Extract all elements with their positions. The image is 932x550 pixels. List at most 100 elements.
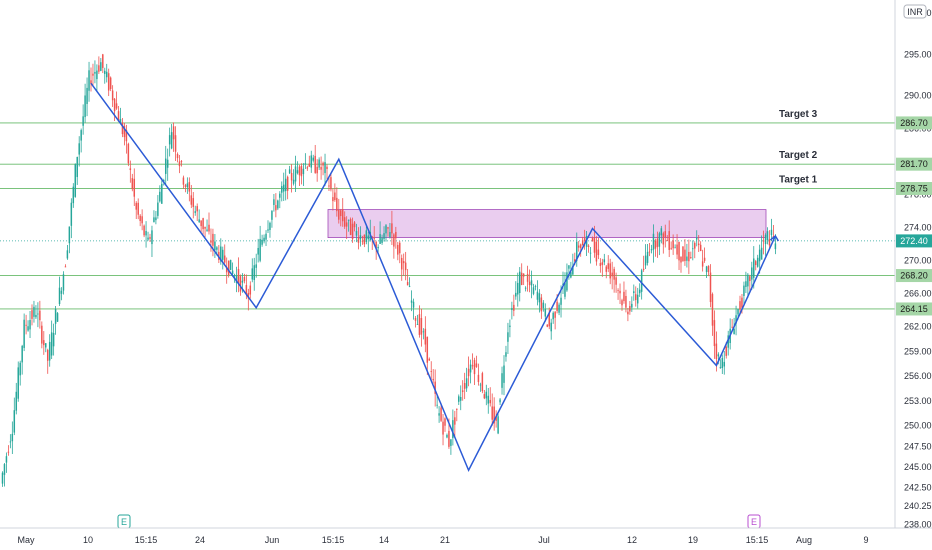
time-tick-label: Aug [796,535,812,545]
plot-area[interactable] [0,0,895,528]
candle-body [420,318,423,335]
candle-body [501,373,503,388]
target-price-tag: 286.70 [900,118,928,128]
candle-body [491,406,493,420]
candle-body [766,231,769,240]
candle-body [737,308,739,315]
candle-body [322,162,324,166]
candle-body [186,183,189,188]
price-tags: 286.70 281.70 278.75 268.20 264.15 272.40 [896,116,932,316]
candle-body [357,237,360,243]
candle-body [682,246,684,262]
candle-body [324,162,326,174]
candle-body [605,266,608,272]
candle-body [166,159,169,168]
candle-body [544,309,547,317]
candle-body [235,276,238,283]
candle-body [505,352,507,357]
candle-body [111,90,114,101]
candle-body [72,186,75,204]
candle-body [694,242,696,249]
candle-body [465,378,468,389]
candle-body [318,159,320,168]
candle-body [62,274,65,291]
candle-body [697,243,700,246]
candle-body [194,211,196,213]
candle-body [302,168,305,175]
candle-body [461,390,464,392]
candle-body [400,257,403,270]
candle-body [530,280,533,286]
candle-body [216,247,218,250]
candle-body [347,219,350,221]
resistance-zone[interactable] [327,209,767,239]
candle-body [115,103,118,109]
candle-body [227,260,230,276]
candle-body [153,217,155,222]
candle-body [379,234,381,244]
candle-body [277,200,279,209]
candle-body [572,265,574,275]
candle-body [198,219,200,223]
candle-body [709,272,712,303]
candle-body [422,331,425,333]
candle-body [102,54,104,68]
candle-body [310,155,313,168]
candle-body [595,241,598,262]
candle-body [522,273,525,277]
candle-body [267,229,269,231]
candle-body [751,267,753,280]
candle-body [359,235,362,240]
candle-body [261,239,263,245]
time-tick-label: May [17,535,35,545]
candle-body [658,233,661,247]
candle-body [601,262,604,265]
candle-body [532,287,535,294]
candle-body [583,238,586,241]
candle-body [157,202,159,216]
price-axis[interactable] [895,0,932,528]
candle-body [684,249,686,262]
candle-body [385,225,387,234]
candle-body [513,304,515,311]
candle-body [141,216,143,224]
price-tick-label: 247.50 [904,441,932,451]
zigzag-pattern[interactable] [90,82,777,473]
candle-body [579,244,582,248]
candle-body [104,70,106,74]
candle-body [753,258,755,278]
candle-body [428,358,431,361]
currency-badge[interactable]: INR [903,4,927,19]
candle-body [660,228,663,236]
candle-body [410,300,413,303]
candle-body [151,230,153,245]
candle-body [155,217,157,221]
candle-body [253,265,255,281]
candle-body [603,259,606,263]
candle-body [180,161,183,162]
candle-body [94,71,96,74]
candle-body [29,320,31,330]
candle-body [247,292,250,299]
candle-body [688,251,690,262]
target-price-tag-box [896,157,932,171]
candle-body [507,332,509,342]
candle-body [45,343,47,348]
candle-body [237,269,240,284]
zigzag-pattern-layer [90,82,780,473]
time-axis[interactable] [0,528,932,550]
candle-body [621,300,623,306]
target-price-tag-box [896,116,932,130]
price-tick-label: 256.00 [904,371,932,381]
candle-body [39,310,41,321]
candle-body [554,311,556,318]
candle-body [92,73,94,76]
candle-body [259,238,261,261]
candle-body [432,378,434,381]
candle-body [343,217,346,227]
candle-body [526,273,529,282]
candle-body [182,177,185,185]
price-tick-label: 238.00 [904,520,932,530]
